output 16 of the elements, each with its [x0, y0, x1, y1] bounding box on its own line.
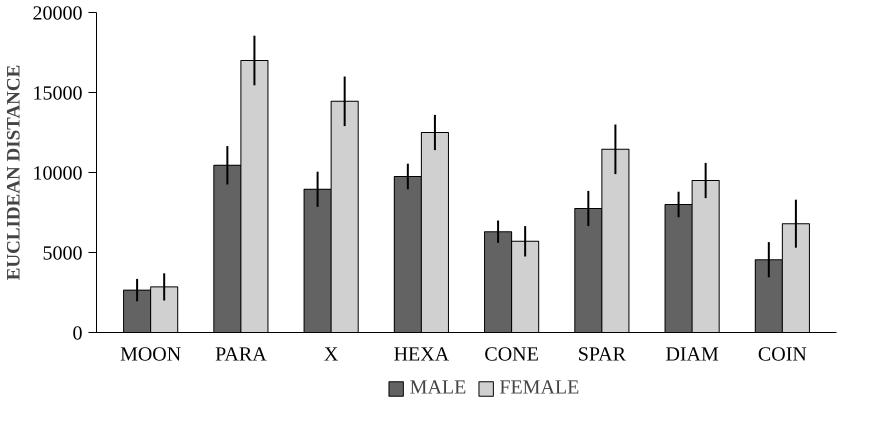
x-tick-label: PARA [215, 344, 268, 366]
x-tick-label: MOON [120, 344, 182, 366]
y-tick-label: 0 [72, 322, 82, 344]
y-tick-label: 10000 [32, 162, 82, 184]
x-tick-label: COIN [758, 344, 807, 366]
x-tick-label: HEXA [394, 344, 450, 366]
y-tick-label: 20000 [32, 2, 82, 24]
x-tick-label: SPAR [578, 344, 627, 366]
x-tick-label: X [324, 344, 339, 366]
x-tick-label: DIAM [665, 344, 719, 366]
legend-label: FEMALE [499, 376, 580, 400]
y-tick-label: 15000 [32, 82, 82, 104]
y-tick-label: 5000 [42, 242, 82, 264]
y-axis-title: EUCLIDEAN DISTANCE [4, 64, 24, 280]
x-tick-label: CONE [484, 344, 539, 366]
legend-label: MALE [410, 376, 466, 400]
